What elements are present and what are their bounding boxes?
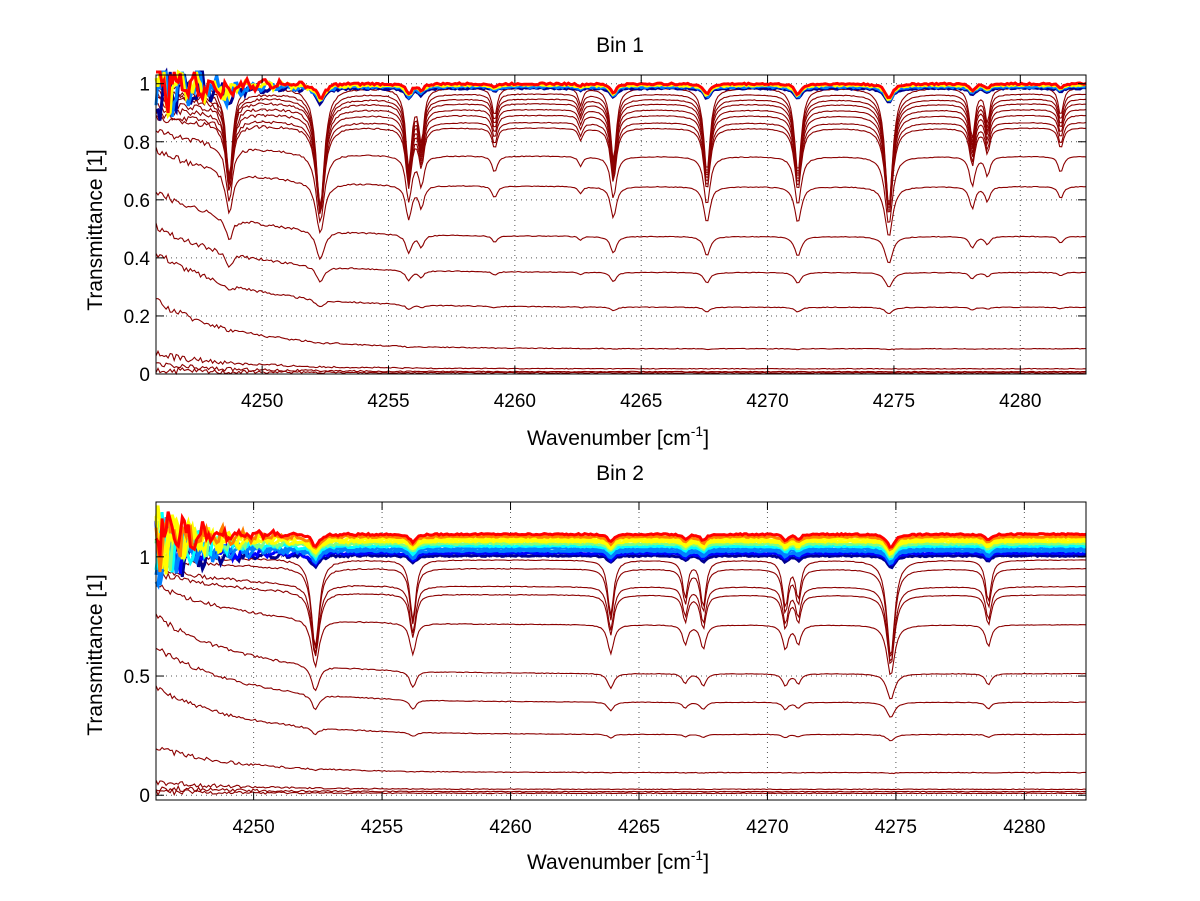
x-axis-label-superscript: -1	[691, 423, 704, 439]
x-tick-label: 4265	[618, 817, 660, 838]
y-axis-ticks: 0 0.2 0.4 0.6 0.8 1	[124, 75, 1086, 386]
x-tick-label: 4280	[1003, 817, 1045, 838]
spectrum-line	[155, 222, 1087, 288]
x-tick-label: 4260	[489, 817, 531, 838]
spectrum-line	[155, 253, 1087, 314]
spectrum-line	[155, 784, 1086, 793]
x-axis-label: Wavenumber [cm-1]	[527, 847, 709, 874]
x-tick-label: 4280	[999, 391, 1041, 412]
spectrum-line	[155, 567, 1087, 662]
y-tick-label: 0.8	[124, 133, 150, 154]
y-axis-label: Transmittance [1]	[84, 574, 107, 735]
spectrum-line	[155, 128, 1087, 224]
spectrum-line	[155, 106, 1087, 212]
chart-title: Bin 1	[596, 34, 644, 57]
spectrum-line-bundle	[154, 518, 1087, 572]
chart-panel-bin-1: Bin 1 4250 4255 4260 4265 4270 4275 4280 00.20…	[84, 34, 1087, 450]
spectrum-line	[155, 788, 1087, 797]
spectrum-line	[155, 613, 1087, 700]
spectrum-line	[155, 570, 1087, 665]
x-axis-label-end: ]	[703, 851, 709, 874]
spectrum-line	[155, 99, 1087, 209]
x-tick-label: 4275	[875, 817, 917, 838]
spectrum-line	[156, 298, 1087, 351]
spectrum-line	[155, 555, 1087, 658]
spectrum-line	[155, 112, 1087, 214]
y-tick-label: 0.6	[124, 191, 150, 212]
x-axis-label: Wavenumber [cm-1]	[527, 423, 709, 450]
y-tick-label: 0.2	[124, 307, 150, 328]
spectrum-line-bundle	[154, 520, 1087, 578]
spectrum-line-bundle	[156, 70, 1087, 114]
x-tick-label: 4255	[367, 391, 409, 412]
y-axis-label: Transmittance [1]	[84, 149, 107, 310]
x-tick-label: 4260	[494, 391, 536, 412]
spectrum-line	[155, 779, 1087, 791]
spectrum-line	[155, 191, 1087, 264]
x-tick-label: 4275	[873, 391, 915, 412]
y-tick-label: 0	[139, 365, 150, 386]
spectrum-line	[155, 746, 1086, 775]
plot-frame	[155, 74, 1087, 375]
spectrum-line	[155, 362, 1087, 373]
spectrum-line	[155, 647, 1086, 718]
x-axis-label-main: Wavenumber [cm	[527, 851, 691, 874]
spectrum-curves	[154, 67, 1087, 376]
spectrum-line	[155, 584, 1087, 676]
y-tick-label: 1	[139, 548, 150, 569]
x-tick-label: 4250	[232, 817, 274, 838]
spectrum-line-bundle	[154, 511, 1087, 557]
x-tick-label: 4270	[746, 391, 788, 412]
x-axis-label-main: Wavenumber [cm	[527, 427, 691, 450]
y-tick-label: 0	[139, 786, 150, 807]
spectrum-line	[155, 146, 1087, 236]
spectrum-line	[155, 349, 1087, 370]
spectrum-line	[155, 366, 1086, 376]
spectrum-line-bundle	[154, 514, 1087, 569]
spectrum-line	[155, 89, 1086, 208]
y-tick-label: 0.4	[124, 249, 151, 270]
spectrum-line	[155, 114, 1087, 215]
x-axis-ticks: 4250 4255 4260 4265 4270 4275 4280	[241, 75, 1041, 412]
x-axis-ticks: 4250 4255 4260 4265 4270 4275 4280	[232, 502, 1045, 838]
spectrum-curves	[154, 505, 1087, 797]
spectrum-line	[155, 685, 1087, 742]
x-tick-label: 4250	[241, 391, 283, 412]
spectrum-line	[155, 94, 1086, 208]
x-axis-label-end: ]	[703, 427, 709, 450]
chart-panel-bin-2: Bin 2 4250 4255 4260 4265 4270 4275 4280 00.51…	[84, 462, 1087, 874]
x-tick-label: 4265	[620, 391, 662, 412]
y-tick-label: 1	[139, 75, 150, 96]
x-tick-label: 4255	[361, 817, 403, 838]
y-tick-label: 0.5	[124, 667, 150, 688]
y-axis-ticks: 00.51	[124, 548, 1086, 807]
x-tick-label: 4270	[746, 817, 788, 838]
x-axis-label-superscript: -1	[691, 847, 704, 863]
spectrum-line-bundle	[154, 521, 1087, 574]
chart-title: Bin 2	[596, 462, 644, 485]
plot-frame	[155, 501, 1087, 801]
